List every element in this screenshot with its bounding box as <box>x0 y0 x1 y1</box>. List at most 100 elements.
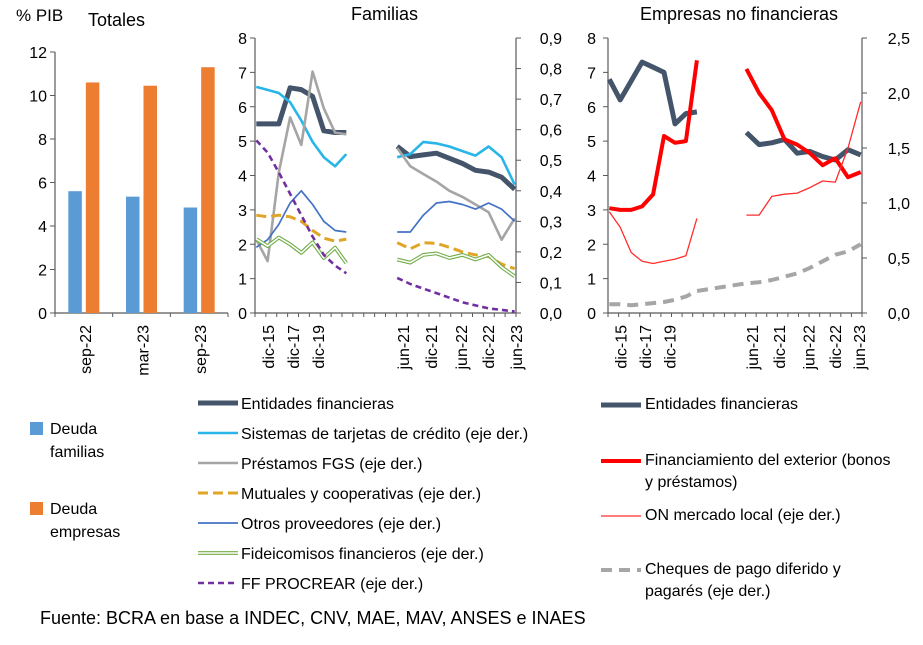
series-empresas-0 <box>607 59 862 163</box>
series-familias-3 <box>256 213 516 271</box>
fideicomisos-line-swatch <box>197 546 239 565</box>
empresas-x-labels: dic-15 dic-17 dic-19 jun-21 dic-21 jun-22 dic-… <box>614 325 870 371</box>
legend-item-on-mercado-local: ON mercado local (eje der.) <box>600 505 901 528</box>
ff-procrear-line-swatch <box>197 576 239 595</box>
svg-text:5: 5 <box>587 134 596 151</box>
financiamiento-exterior-line-swatch <box>600 454 642 473</box>
svg-text:sep-23: sep-23 <box>193 325 210 374</box>
empresas-plot: 0 1 2 3 4 5 6 7 8 0,0 0,5 1,0 1,5 2,0 2,5 <box>587 31 910 323</box>
series-familias-1 <box>255 85 516 186</box>
legend-label: Sistemas de tarjetas de crédito (eje der… <box>241 426 529 443</box>
svg-text:8: 8 <box>38 132 47 149</box>
svg-text:0,1: 0,1 <box>540 275 562 292</box>
svg-text:12: 12 <box>29 45 47 62</box>
series-familias-0 <box>256 85 517 192</box>
svg-text:0,4: 0,4 <box>540 184 562 201</box>
svg-text:jun-22: jun-22 <box>801 325 818 371</box>
chart-title-familias: Familias <box>350 4 418 24</box>
svg-text:0,5: 0,5 <box>540 153 562 170</box>
svg-text:6: 6 <box>38 176 47 193</box>
svg-text:0,8: 0,8 <box>540 62 562 79</box>
legend-label: Entidades financieras <box>645 396 798 413</box>
series-empresas-1 <box>608 60 862 212</box>
svg-text:dic-17: dic-17 <box>286 325 303 369</box>
svg-text:2,0: 2,0 <box>888 86 910 103</box>
svg-text:jun-21: jun-21 <box>396 325 413 371</box>
legend-label: Deuda empresas <box>50 501 121 541</box>
svg-text:jun-23: jun-23 <box>852 325 869 371</box>
series-familias-6 <box>255 139 515 313</box>
entidades-financieras-emp-line-swatch <box>600 398 642 417</box>
legend-item-mutuales: Mutuales y cooperativas (eje der.) <box>197 480 528 510</box>
svg-text:3: 3 <box>587 203 596 220</box>
svg-text:dic-22: dic-22 <box>481 325 498 369</box>
familias-x-labels: dic-15 dic-17 dic-19 jun-21 dic-21 jun-22 dic-… <box>261 325 526 371</box>
familias-plot: 0 1 2 3 4 5 6 7 8 0,0 0,1 0,2 0,3 0,4 0,5 0,6 0,7 0,8 0,9 <box>238 31 562 323</box>
cheques-pagares-line-swatch <box>600 563 642 582</box>
svg-text:jun-22: jun-22 <box>454 325 471 371</box>
chart-title-empresas: Empresas no financieras <box>639 4 839 24</box>
legend-item-deuda-familias: Deuda familias <box>30 418 160 464</box>
legend-item-entidades-financieras-emp: Entidades financieras <box>600 394 901 417</box>
svg-text:6: 6 <box>238 100 247 117</box>
legend-label: Financiamiento del exterior (bonos y pré… <box>645 452 891 491</box>
svg-text:1: 1 <box>587 272 596 289</box>
svg-text:0: 0 <box>38 306 47 323</box>
svg-text:7: 7 <box>238 65 247 82</box>
svg-text:2: 2 <box>587 237 596 254</box>
svg-text:0,0: 0,0 <box>888 306 910 323</box>
svg-text:dic-15: dic-15 <box>614 325 631 369</box>
svg-text:dic-19: dic-19 <box>662 325 679 369</box>
legend-label: Entidades financieras <box>241 396 394 413</box>
svg-text:mar-23: mar-23 <box>136 325 153 376</box>
legend-label: Préstamos FGS (eje der.) <box>241 456 423 473</box>
legend-label: Deuda familias <box>50 421 105 461</box>
svg-text:dic-22: dic-22 <box>828 325 845 369</box>
series-empresas-3 <box>609 242 862 308</box>
prestamos-fgs-line-swatch <box>197 456 239 475</box>
svg-text:8: 8 <box>587 31 596 48</box>
svg-text:7: 7 <box>587 65 596 82</box>
legend-label: Mutuales y cooperativas (eje der.) <box>241 486 482 503</box>
svg-text:1,5: 1,5 <box>888 141 910 158</box>
legend-item-fideicomisos: Fideicomisos financieros (eje der.) <box>197 540 528 570</box>
deuda-empresas-square-swatch <box>30 502 43 515</box>
svg-text:3: 3 <box>238 203 247 220</box>
svg-text:dic-21: dic-21 <box>424 325 441 369</box>
bar-familias-mar-23 <box>126 196 140 313</box>
svg-text:2,5: 2,5 <box>888 31 910 48</box>
bar-empresas-sep-23 <box>201 67 215 313</box>
legend-label: Otros proveedores (eje der.) <box>241 516 442 533</box>
svg-text:5: 5 <box>238 134 247 151</box>
svg-text:6: 6 <box>587 100 596 117</box>
line-chart-familias: 0 1 2 3 4 5 6 7 8 0,0 0,1 0,2 0,3 0,4 0,5 0,6 0,7 0,8 0,9 d… <box>238 31 562 371</box>
series-familias-4 <box>255 189 516 249</box>
series-empresas-2 <box>608 101 862 265</box>
svg-text:dic-19: dic-19 <box>311 325 328 369</box>
legend-label: Cheques de pago diferido y pagarés (eje … <box>645 561 841 600</box>
bar-empresas-sep-22 <box>85 82 100 313</box>
svg-text:8: 8 <box>238 31 247 48</box>
svg-text:1: 1 <box>238 272 247 289</box>
legend-item-financiamiento-exterior: Financiamiento del exterior (bonos y pré… <box>600 450 901 494</box>
mutuales-line-swatch <box>197 486 239 505</box>
svg-text:4: 4 <box>587 169 596 186</box>
bar-chart-totales: 0 2 4 6 8 10 12 sep-22 mar-23 sep-23 <box>29 45 229 376</box>
svg-text:0,5: 0,5 <box>888 251 910 268</box>
chart-title-totales: Totales <box>88 10 146 30</box>
svg-text:2: 2 <box>38 263 47 280</box>
legend-item-ff-procrear: FF PROCREAR (eje der.) <box>197 570 528 600</box>
legend-item-tarjetas-credito: Sistemas de tarjetas de crédito (eje der… <box>197 420 528 450</box>
bar-empresas-mar-23 <box>143 85 157 314</box>
otros-proveedores-line-swatch <box>197 516 239 535</box>
legend-item-deuda-empresas: Deuda empresas <box>30 498 160 544</box>
legend-label: Fideicomisos financieros (eje der.) <box>241 546 484 563</box>
svg-text:10: 10 <box>29 89 47 106</box>
deuda-familias-square-swatch <box>30 422 43 435</box>
svg-text:0,9: 0,9 <box>540 31 562 48</box>
svg-text:dic-21: dic-21 <box>772 325 789 369</box>
svg-text:0: 0 <box>238 306 247 323</box>
svg-text:0: 0 <box>587 306 596 323</box>
